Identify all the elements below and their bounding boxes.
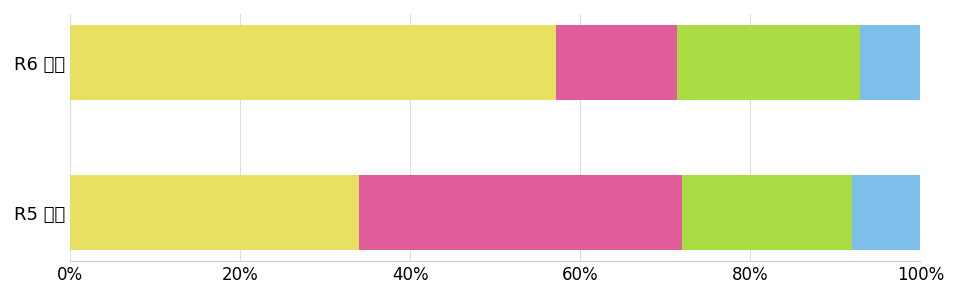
Bar <box>70 25 556 100</box>
Bar <box>359 175 682 250</box>
Bar <box>556 25 677 100</box>
Bar <box>70 175 359 250</box>
Bar <box>853 175 921 250</box>
Bar <box>677 25 860 100</box>
Bar <box>860 25 921 100</box>
Bar <box>682 175 853 250</box>
